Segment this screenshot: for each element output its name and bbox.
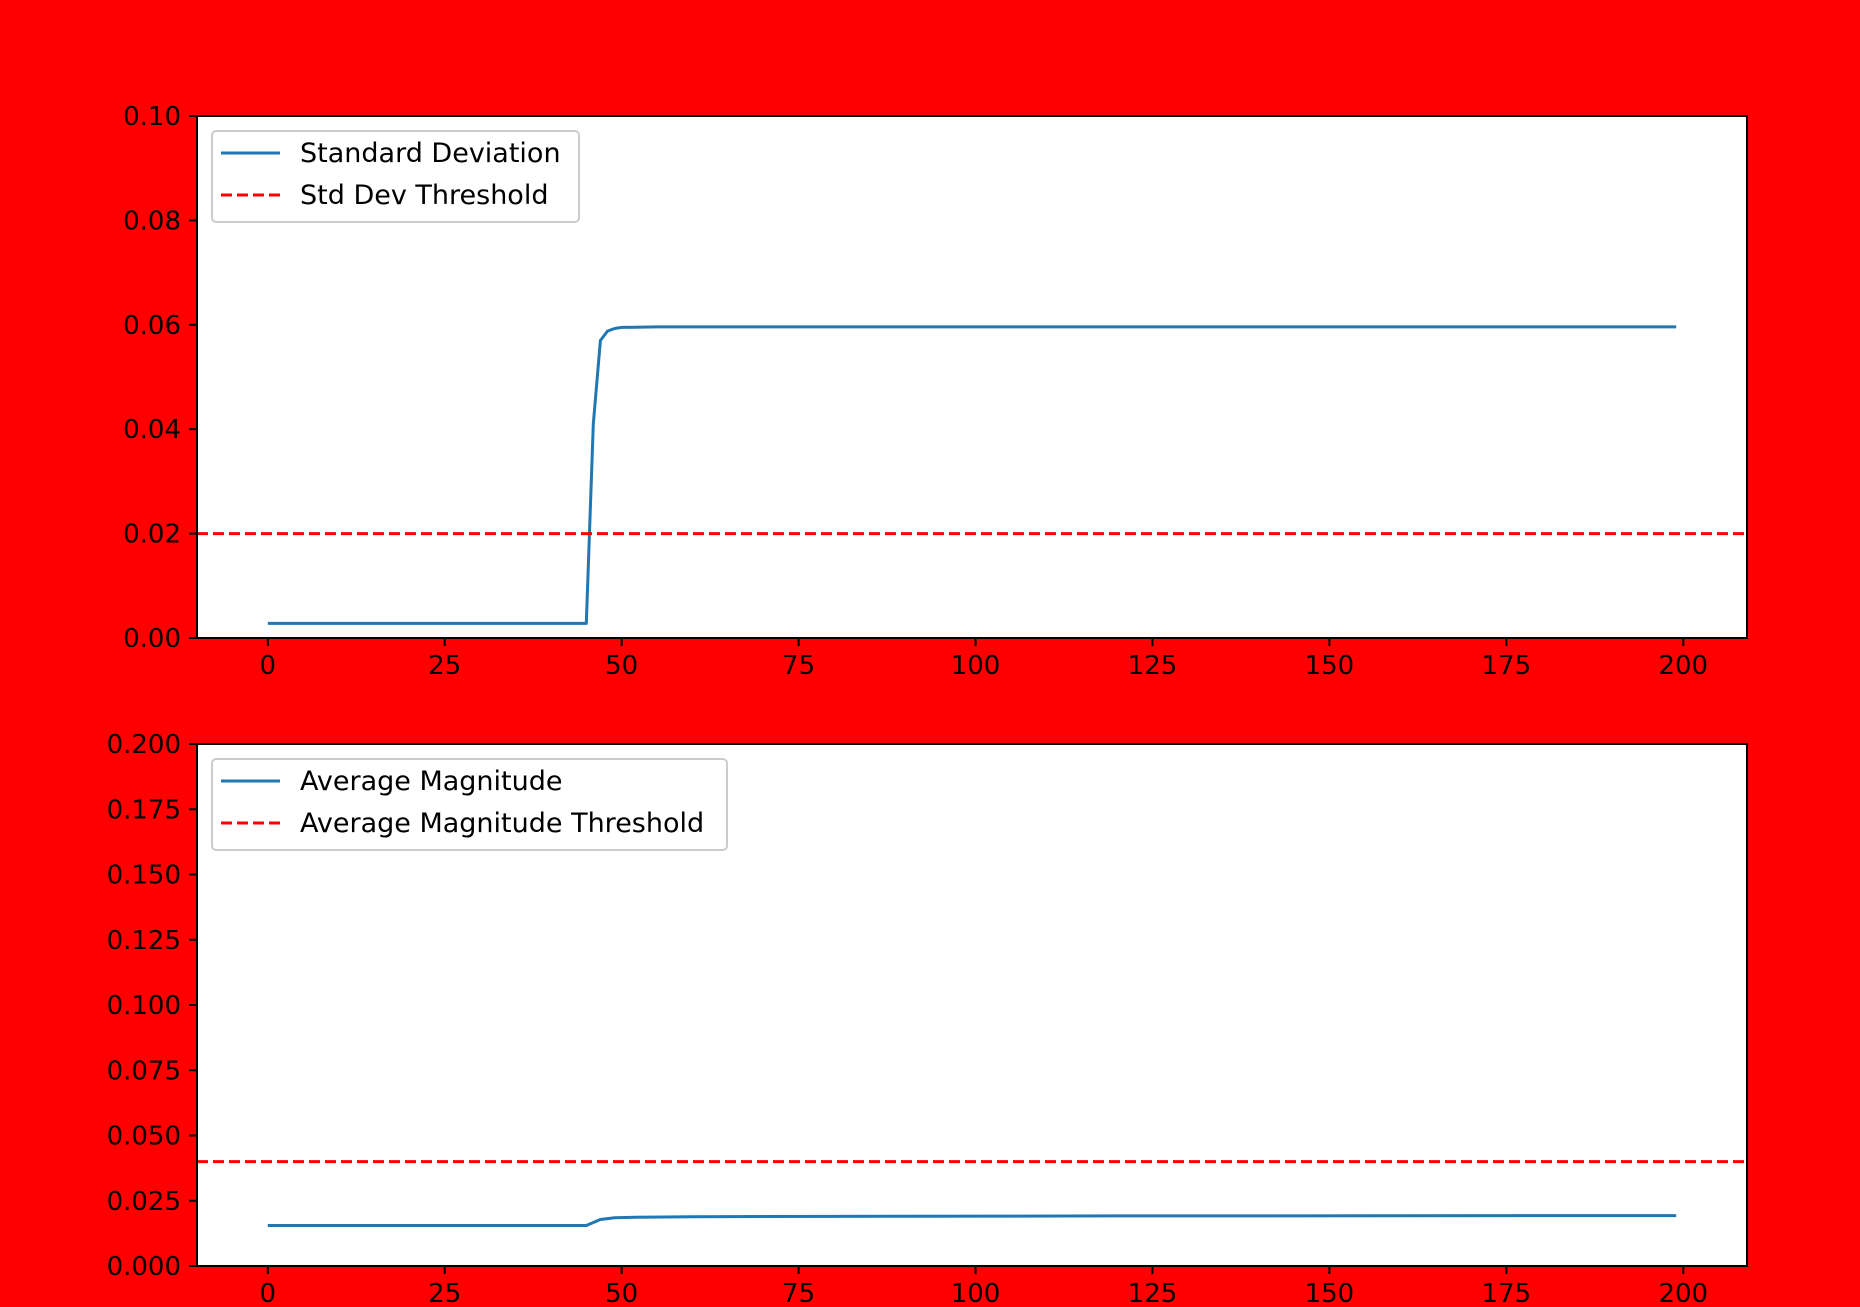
std-dev-x-tick-label: 175 <box>1482 651 1532 681</box>
std-dev-y-tick-label: 0.10 <box>123 102 181 132</box>
average-magnitude-y-ticks: 0.000 0.025 0.050 0.075 0.100 0.125 0.150 0.175… <box>107 730 197 1282</box>
std-dev-y-tick-label: 0.00 <box>123 624 181 654</box>
std-dev-x-tick-label: 200 <box>1658 651 1708 681</box>
average-magnitude-x-tick-label: 125 <box>1128 1279 1178 1307</box>
average-magnitude-x-tick-label: 25 <box>428 1279 461 1307</box>
average-magnitude-subplot: 0.000 0.025 0.050 0.075 0.100 0.125 0.150 0.175… <box>107 730 1748 1307</box>
average-magnitude-legend-box <box>211 758 728 851</box>
average-magnitude-y-tick-label: 0.075 <box>107 1056 181 1086</box>
average-magnitude-y-tick-label: 0.025 <box>107 1187 181 1217</box>
average-magnitude-x-tick-label: 150 <box>1305 1279 1355 1307</box>
std-dev-legend-label-series: Standard Deviation <box>300 138 561 169</box>
average-magnitude-y-tick-label: 0.050 <box>107 1122 181 1152</box>
std-dev-y-tick-label: 0.04 <box>123 415 181 445</box>
std-dev-legend: Standard Deviation Std Dev Threshold <box>211 130 580 223</box>
average-magnitude-y-tick-label: 0.100 <box>107 991 181 1021</box>
std-dev-y-tick-label: 0.08 <box>123 206 181 236</box>
std-dev-y-tick-label: 0.06 <box>123 311 181 341</box>
std-dev-x-tick-label: 50 <box>605 651 638 681</box>
average-magnitude-x-tick-label: 200 <box>1658 1279 1708 1307</box>
std-dev-x-tick-label: 25 <box>428 651 461 681</box>
average-magnitude-legend-label-series: Average Magnitude <box>300 766 563 797</box>
std-dev-x-tick-label: 125 <box>1128 651 1178 681</box>
std-dev-x-tick-label: 0 <box>260 651 277 681</box>
average-magnitude-series-line <box>267 1214 1677 1227</box>
std-dev-legend-label-threshold: Std Dev Threshold <box>300 180 548 211</box>
std-dev-plot-frame <box>196 115 1748 639</box>
average-magnitude-x-ticks: 0 25 50 75 100 125 150 175 200 <box>260 1266 1708 1307</box>
average-magnitude-x-tick-label: 0 <box>260 1279 277 1307</box>
average-magnitude-plot-frame <box>196 743 1748 1267</box>
std-dev-x-tick-label: 100 <box>951 651 1001 681</box>
average-magnitude-y-tick-label: 0.000 <box>107 1252 181 1282</box>
average-magnitude-legend: Average Magnitude Average Magnitude Thre… <box>211 758 728 851</box>
std-dev-series-lines <box>197 325 1747 625</box>
average-magnitude-y-tick-label: 0.200 <box>107 730 181 760</box>
average-magnitude-y-tick-label: 0.125 <box>107 926 181 956</box>
average-magnitude-series-lines <box>197 1160 1747 1227</box>
std-dev-x-ticks: 0 25 50 75 100 125 150 175 200 <box>260 638 1708 681</box>
average-magnitude-y-tick-label: 0.175 <box>107 795 181 825</box>
average-magnitude-y-tick-label: 0.150 <box>107 861 181 891</box>
average-magnitude-x-tick-label: 75 <box>782 1279 815 1307</box>
average-magnitude-x-tick-label: 100 <box>951 1279 1001 1307</box>
average-magnitude-x-tick-label: 50 <box>605 1279 638 1307</box>
average-magnitude-x-tick-label: 175 <box>1482 1279 1532 1307</box>
std-dev-subplot: 0.00 0.02 0.04 0.06 0.08 0.10 0 25 50 75 100 125 15… <box>123 102 1748 681</box>
std-dev-x-tick-label: 150 <box>1305 651 1355 681</box>
std-dev-y-tick-label: 0.02 <box>123 520 181 550</box>
std-dev-legend-box <box>211 130 580 223</box>
std-dev-y-ticks: 0.00 0.02 0.04 0.06 0.08 0.10 <box>123 102 197 654</box>
std-dev-x-tick-label: 75 <box>782 651 815 681</box>
std-dev-series-line <box>267 325 1677 625</box>
average-magnitude-legend-label-threshold: Average Magnitude Threshold <box>300 808 704 839</box>
